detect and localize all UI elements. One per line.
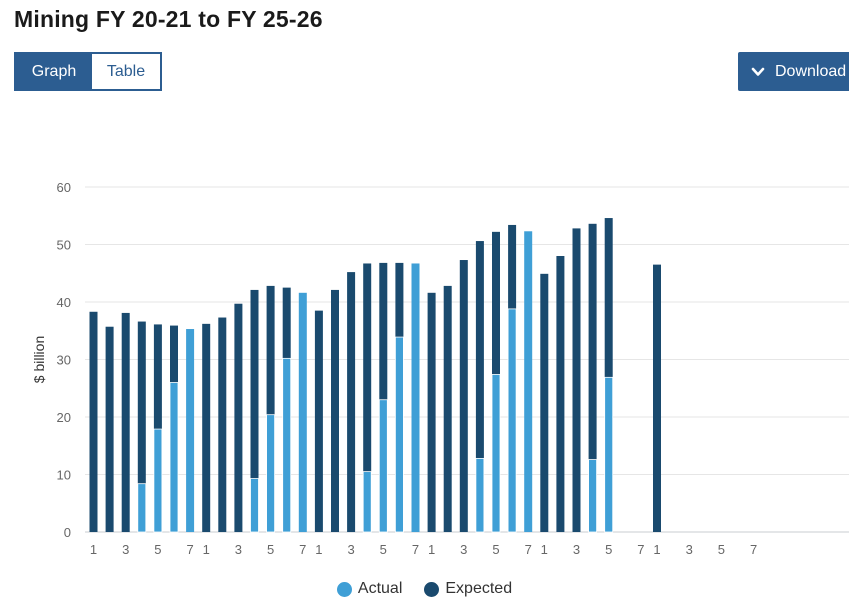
bar-actual (153, 428, 163, 533)
x-tick-label: 5 (380, 542, 387, 557)
bar-expected (218, 317, 227, 532)
bar-expected (572, 228, 581, 532)
y-tick-label: 20 (57, 410, 71, 425)
x-tick-label: 1 (653, 542, 660, 557)
legend-dot-expected (424, 581, 440, 597)
download-label: Download (775, 62, 847, 80)
bar-actual (411, 263, 420, 532)
y-tick-label: 30 (57, 353, 71, 368)
bar-actual (250, 478, 259, 533)
bar-expected (379, 262, 388, 532)
bar-expected (266, 285, 275, 532)
bar-expected (105, 326, 114, 532)
x-tick-label: 7 (525, 542, 532, 557)
bar-actual (137, 483, 147, 533)
bar-actual (186, 329, 195, 532)
tab-table[interactable]: Table (92, 54, 160, 89)
bar-actual (362, 471, 372, 533)
x-tick-label: 3 (347, 542, 354, 557)
bar-actual (491, 374, 501, 533)
x-tick-label: 5 (718, 542, 725, 557)
x-tick-label: 1 (315, 542, 322, 557)
bar-expected (234, 303, 243, 532)
bar-actual (282, 357, 292, 533)
bar-actual (298, 292, 307, 532)
x-tick-label: 5 (154, 542, 161, 557)
bar-expected (153, 324, 162, 532)
bar-expected (427, 292, 436, 532)
page-title: Mining FY 20-21 to FY 25-26 (14, 6, 323, 32)
x-tick-label: 3 (235, 542, 242, 557)
y-tick-label: 60 (57, 180, 71, 195)
legend-label-actual: Actual (357, 580, 403, 597)
bar-expected (475, 241, 484, 533)
bar-actual (394, 336, 404, 533)
bar-expected (347, 272, 356, 532)
bar-expected (653, 264, 661, 532)
bar-actual (169, 382, 179, 533)
bar-expected (443, 285, 452, 532)
x-tick-label: 5 (492, 542, 499, 557)
x-tick-label: 7 (412, 542, 419, 557)
bar-expected (250, 289, 259, 532)
x-tick-label: 3 (686, 542, 693, 557)
y-tick-label: 50 (57, 238, 71, 253)
x-tick-label: 7 (750, 542, 757, 557)
x-tick-label: 1 (90, 542, 97, 557)
bar-expected (331, 289, 339, 532)
x-tick-label: 7 (637, 542, 644, 557)
x-tick-label: 3 (460, 542, 467, 557)
bar-expected (137, 321, 146, 532)
legend-item-expected[interactable]: Expected (424, 580, 512, 598)
bar-actual (378, 399, 388, 533)
bar-actual (475, 457, 485, 533)
legend-dot-actual (336, 581, 352, 597)
x-tick-label: 5 (605, 542, 612, 557)
tab-graph[interactable]: Graph (16, 54, 92, 89)
x-tick-label: 1 (203, 542, 210, 557)
download-button[interactable]: Download (738, 52, 849, 91)
bar-expected (121, 312, 130, 532)
bar-actual (507, 308, 517, 533)
x-tick-label: 7 (299, 542, 306, 557)
chart-legend: Actual Expected (0, 580, 849, 598)
bar-expected (459, 260, 468, 532)
bar-expected (588, 223, 597, 533)
bar-actual (604, 376, 614, 533)
bar-expected (363, 263, 372, 532)
bar-expected (556, 256, 565, 532)
bar-expected (202, 323, 211, 532)
legend-item-actual[interactable]: Actual (336, 580, 403, 598)
y-tick-label: 0 (64, 525, 71, 540)
x-tick-label: 1 (428, 542, 435, 557)
legend-label-expected: Expected (445, 580, 513, 597)
y-tick-label: 40 (57, 295, 71, 310)
bar-actual (588, 459, 597, 533)
bar-expected (89, 311, 98, 532)
view-toggle: Graph Table (14, 52, 162, 91)
bar-expected (604, 218, 613, 533)
bar-actual (524, 231, 533, 532)
x-tick-label: 3 (122, 542, 129, 557)
y-tick-label: 10 (57, 468, 71, 483)
bar-expected (540, 273, 549, 532)
x-tick-label: 7 (186, 542, 193, 557)
x-tick-label: 1 (541, 542, 548, 557)
x-tick-label: 3 (573, 542, 580, 557)
x-tick-label: 5 (267, 542, 274, 557)
y-axis-label: $ billion (31, 336, 47, 383)
bar-actual (266, 414, 276, 533)
bar-expected (314, 310, 323, 532)
chevron-down-icon (751, 67, 765, 76)
